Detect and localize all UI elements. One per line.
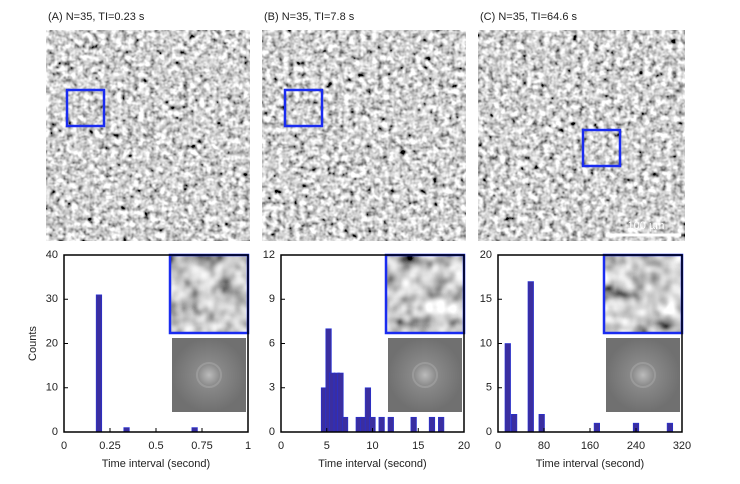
x-axis-label: Time interval (second): [318, 458, 426, 470]
y-tick-label: 10: [480, 337, 492, 349]
x-tick-label: 240: [627, 440, 645, 452]
y-axis-label: Counts: [27, 326, 39, 361]
y-tick-label: 20: [46, 337, 58, 349]
fft-ring: [412, 362, 438, 388]
y-tick-label: 0: [269, 426, 275, 438]
x-tick-label: 0.75: [191, 440, 212, 452]
x-tick-label: 80: [538, 440, 550, 452]
x-tick-label: 0: [61, 440, 67, 452]
fft-inset: [172, 338, 246, 412]
zoom-inset: [170, 255, 248, 333]
y-tick-label: 3: [269, 382, 275, 394]
x-tick-label: 15: [412, 440, 424, 452]
x-tick-label: 10: [366, 440, 378, 452]
x-tick-label: 20: [458, 440, 470, 452]
roi-box: [283, 88, 324, 128]
y-tick-label: 30: [46, 293, 58, 305]
y-tick-label: 15: [480, 293, 492, 305]
x-tick-label: 320: [673, 440, 691, 452]
fft-ring: [196, 362, 222, 388]
bar: [438, 416, 445, 433]
retina-image: [478, 30, 685, 241]
bar: [527, 281, 534, 433]
x-tick-label: 5: [324, 440, 330, 452]
y-tick-label: 0: [486, 426, 492, 438]
x-tick-label: 1: [245, 440, 251, 452]
bar: [428, 416, 436, 433]
roi-box: [65, 88, 106, 128]
x-tick-label: 0.25: [99, 440, 120, 452]
y-tick-label: 20: [480, 249, 492, 261]
x-tick-label: 0: [278, 440, 284, 452]
y-tick-label: 10: [46, 382, 58, 394]
fft-inset: [606, 338, 680, 412]
bar: [666, 422, 674, 433]
zoom-inset: [386, 255, 464, 333]
bar: [410, 416, 417, 433]
bar: [510, 413, 518, 433]
bar: [341, 416, 349, 433]
images: 100 µm: [46, 30, 685, 241]
retina-image: [262, 30, 466, 241]
fft-ring: [630, 362, 656, 388]
zoom-inset: [604, 255, 682, 333]
y-tick-label: 6: [269, 337, 275, 349]
fft-inset: [388, 338, 462, 412]
x-tick-label: 160: [581, 440, 599, 452]
panel-title: (C) N=35, TI=64.6 s: [480, 11, 578, 23]
y-tick-label: 12: [263, 249, 275, 261]
y-tick-label: 9: [269, 293, 275, 305]
x-tick-label: 0: [495, 440, 501, 452]
x-tick-label: 0.5: [148, 440, 163, 452]
bar: [593, 422, 600, 433]
retina-image: [46, 30, 250, 241]
panel-title: (B) N=35, TI=7.8 s: [264, 11, 355, 23]
roi-box: [581, 128, 622, 168]
bar: [378, 416, 385, 433]
x-axis-label: Time interval (second): [102, 458, 210, 470]
panel-title: (A) N=35, TI=0.23 s: [48, 11, 145, 23]
y-tick-label: 0: [52, 426, 58, 438]
bar: [95, 294, 103, 433]
scale-bar-label: 100 µm: [628, 220, 665, 232]
y-tick-label: 40: [46, 249, 58, 261]
bar: [387, 416, 394, 433]
y-tick-label: 5: [486, 382, 492, 394]
bar: [504, 343, 511, 433]
x-axis-label: Time interval (second): [536, 458, 644, 470]
